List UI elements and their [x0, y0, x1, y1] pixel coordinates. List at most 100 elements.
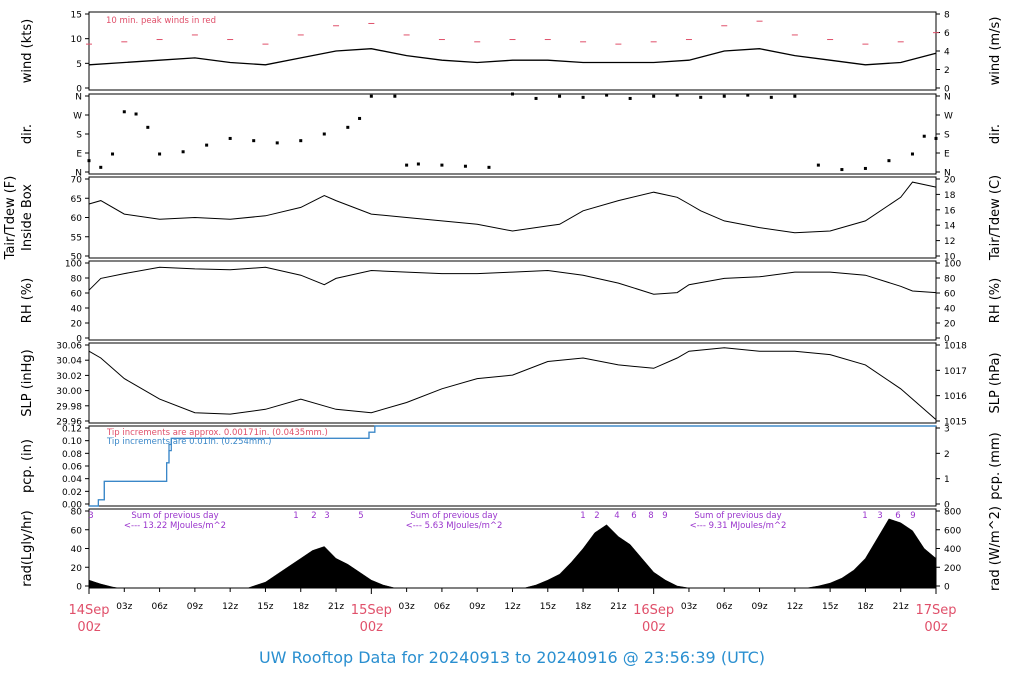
- dir-point: [146, 125, 150, 129]
- y-tick-label-left: 20: [71, 320, 83, 330]
- dir-point: [405, 163, 409, 167]
- day-tick-label: 14Sep: [68, 603, 109, 618]
- y-tick-label-right: 14: [944, 222, 956, 232]
- y-tick-label-right: 12: [944, 237, 955, 247]
- y-axis-label-left: wind (kts): [20, 19, 35, 83]
- dir-point: [440, 163, 444, 167]
- y-tick-label-right: 2: [944, 450, 950, 460]
- temp-line: [88, 181, 937, 234]
- hour-mark: 1: [293, 511, 298, 521]
- y-tick-label-right: 1017: [944, 367, 967, 377]
- y-tick-label-left: 80: [71, 275, 83, 285]
- x-tick-label: 15z: [257, 602, 273, 612]
- day-tick-sublabel: 00z: [642, 620, 666, 635]
- y-axis-label-left: Tair/Tdew (F): [3, 176, 18, 261]
- y-tick-label-left: 30.00: [56, 387, 82, 397]
- x-tick-label: 03z: [116, 602, 132, 612]
- dir-point: [252, 139, 256, 143]
- dir-point: [675, 93, 679, 97]
- hour-mark: 1: [862, 511, 867, 521]
- hour-mark: 8: [648, 511, 653, 521]
- dir-point: [887, 159, 891, 163]
- panel-frame: [88, 11, 937, 91]
- y-tick-label-left: 0.02: [62, 488, 82, 498]
- y-tick-label-right: 10: [944, 253, 956, 263]
- y-tick-label-right: 200: [944, 564, 961, 574]
- dir-point: [346, 125, 350, 129]
- hour-mark: 5: [358, 511, 363, 521]
- dir-point: [463, 164, 467, 168]
- day-tick-sublabel: 00z: [360, 620, 384, 635]
- panel-wind: 0 5 10 15 0 2 4 6 8 wind (kts) wind (m/s) 10 min. p…: [20, 11, 1003, 95]
- y-tick-label-left: 40: [71, 305, 83, 315]
- dir-point: [416, 162, 420, 166]
- x-tick-label: 12z: [222, 602, 238, 612]
- dir-point: [487, 165, 491, 169]
- y-tick-label-right: 6: [944, 29, 950, 39]
- dir-point: [134, 112, 138, 116]
- y-tick-label-right: 20: [944, 176, 956, 186]
- dir-point: [122, 110, 126, 114]
- panel-temp: 50 55 60 65 70 10 12 14 16 18 20 Tair/Tdew (F) Insid…: [3, 175, 1003, 263]
- y-tick-label-right: 8: [944, 11, 950, 21]
- dir-point: [558, 94, 562, 98]
- y-tick-label-left: W: [73, 112, 82, 122]
- y-tick-label-left: 0.12: [62, 425, 82, 435]
- y-tick-label-right: 4: [944, 48, 950, 58]
- y-tick-label-left: N: [75, 169, 82, 179]
- dir-point: [922, 134, 926, 138]
- x-tick-label: 09z: [751, 602, 767, 612]
- y-tick-label-left: 20: [71, 564, 83, 574]
- wind-line: [88, 48, 937, 66]
- daily-sum-value: <--- 9.31 MJoules/m^2: [690, 521, 787, 531]
- y-tick-label-right: 800: [944, 508, 961, 518]
- hour-mark: 1: [580, 511, 585, 521]
- dir-point: [652, 94, 656, 98]
- x-tick-label: 21z: [610, 602, 626, 612]
- y-tick-label-left: 50: [71, 253, 83, 263]
- dir-point: [158, 152, 162, 156]
- daily-sum-label: Sum of previous day: [410, 511, 497, 521]
- dir-point: [581, 95, 585, 99]
- y-tick-label-left: S: [76, 131, 82, 141]
- y-tick-label-left: 0.08: [62, 450, 82, 460]
- hour-mark: 2: [311, 511, 316, 521]
- day-tick-label: 16Sep: [633, 603, 674, 618]
- y-tick-label-left: 55: [71, 233, 82, 243]
- hour-mark: 9: [910, 511, 915, 521]
- hour-mark: 3: [877, 511, 882, 521]
- y-tick-label-left: 100: [65, 260, 82, 270]
- y-tick-label-left: 0: [76, 583, 82, 593]
- x-tick-label: 03z: [681, 602, 697, 612]
- daily-sum-value: <--- 13.22 MJoules/m^2: [124, 521, 226, 531]
- y-tick-label-left: 80: [71, 508, 83, 518]
- y-axis-label-left: RH (%): [20, 278, 35, 323]
- y-tick-label-right: 1: [944, 475, 950, 485]
- y-axis-label-right: pcp. (mm): [988, 432, 1003, 499]
- dir-point: [840, 168, 844, 172]
- panel-pcp: 0.00 0.02 0.04 0.06 0.08 0.10 0.12 0 1 2 3 pcp. (in…: [20, 425, 1003, 511]
- day-tick-sublabel: 00z: [77, 620, 101, 635]
- y-tick-label-right: 600: [944, 526, 961, 536]
- y-tick-label-left: 60: [71, 290, 83, 300]
- dir-point: [322, 132, 326, 136]
- dir-point: [99, 165, 103, 169]
- y-tick-label-right: S: [944, 131, 950, 141]
- x-tick-label: 18z: [293, 602, 309, 612]
- pcp-note-1: Tip increments are approx. 0.00171in. (0…: [106, 428, 328, 438]
- y-tick-label-right: N: [944, 93, 951, 103]
- y-tick-label-right: 1016: [944, 392, 967, 402]
- x-tick-label: 18z: [857, 602, 873, 612]
- y-tick-label-right: 60: [944, 290, 956, 300]
- y-tick-label-right: 400: [944, 545, 961, 555]
- x-tick-label: 21z: [328, 602, 344, 612]
- y-axis-label-left: rad(Lgly/hr): [20, 510, 35, 586]
- dir-point: [228, 136, 232, 140]
- y-tick-label-left: 29.96: [56, 418, 82, 428]
- dir-point: [534, 96, 538, 100]
- panel-frame: [88, 260, 937, 341]
- y-axis-label-left: dir.: [20, 124, 35, 144]
- y-tick-label-left: 5: [76, 60, 82, 70]
- y-axis-label-left-2: Inside Box: [20, 184, 35, 251]
